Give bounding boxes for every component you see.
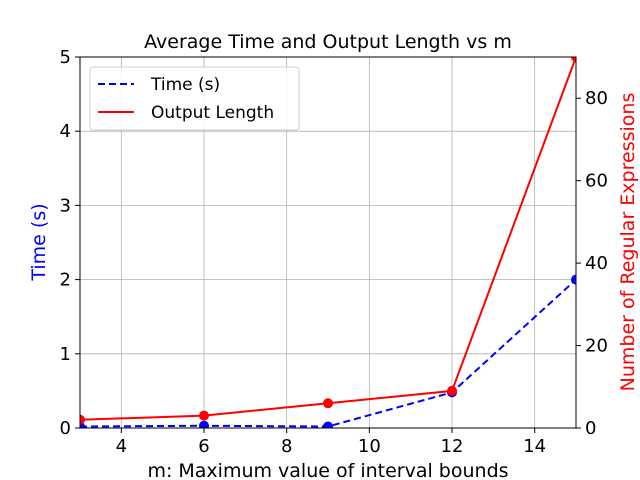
x-tick-label: 14 <box>523 436 546 457</box>
x-tick-label: 10 <box>358 436 381 457</box>
y-tick-label-left: 3 <box>60 195 71 216</box>
data-point-time-s <box>571 274 576 285</box>
data-point-output-length <box>571 57 576 62</box>
data-point-time-s <box>199 420 209 428</box>
legend-box <box>89 66 300 131</box>
x-tick-label: 8 <box>281 436 292 457</box>
data-point-output-length <box>199 410 209 421</box>
y-tick-label-right: 0 <box>585 418 596 439</box>
y-tick-label-right: 40 <box>585 253 608 274</box>
y-tick-label-right: 60 <box>585 171 608 192</box>
y-tick-label-left: 1 <box>60 344 71 365</box>
y-tick-label-right: 20 <box>585 336 608 357</box>
data-point-output-length <box>447 385 457 396</box>
y-axis-label-left: Time (s) <box>28 203 50 281</box>
data-point-output-length <box>323 398 333 409</box>
legend-label-time: Time (s) <box>150 75 220 95</box>
y-tick-label-left: 4 <box>60 121 71 142</box>
series-layer <box>80 57 576 428</box>
x-tick-label: 4 <box>116 436 127 457</box>
x-tick-label: 6 <box>198 436 209 457</box>
x-tick-label: 12 <box>441 436 464 457</box>
legend: Time (s) Output Length <box>89 66 300 131</box>
x-axis-label: m: Maximum value of interval bounds <box>147 460 508 480</box>
data-point-time-s <box>323 421 333 428</box>
y-tick-label-right: 80 <box>585 88 608 109</box>
chart-title: Average Time and Output Length vs m <box>144 31 512 53</box>
y-tick-label-left: 5 <box>60 47 71 68</box>
y-axis-label-right: Number of Regular Expressions <box>617 93 639 392</box>
plot-frame <box>79 56 577 429</box>
y-tick-label-left: 0 <box>60 418 71 439</box>
data-point-output-length <box>80 414 85 425</box>
y-tick-label-left: 2 <box>60 270 71 291</box>
legend-label-output-length: Output Length <box>151 103 274 123</box>
